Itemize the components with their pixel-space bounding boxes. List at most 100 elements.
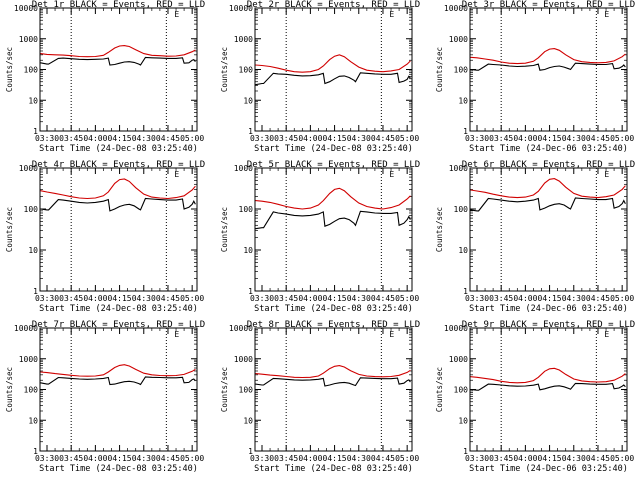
y-tick-label: 1 (33, 287, 38, 296)
annotation-e: E (174, 330, 179, 339)
plot-frame (39, 327, 198, 452)
x-tick-label: 03:45 (274, 454, 298, 463)
y-tick-label: 10 (243, 246, 253, 255)
y-tick-label: 10 (458, 246, 468, 255)
y-tick-label: 1 (33, 127, 38, 136)
x-axis-label: Start Time (24-Dec-08 03:25:40) (254, 144, 413, 154)
x-tick-label: 04:30 (562, 134, 586, 143)
x-tick-label: 05:00 (395, 454, 419, 463)
y-tick-label: 10 (28, 416, 38, 425)
x-tick-label: 03:45 (274, 134, 298, 143)
lld-series-line (255, 54, 411, 73)
x-tick-label: 04:30 (132, 454, 156, 463)
y-tick-label: 10000 (229, 4, 253, 13)
x-tick-label: 04:00 (83, 294, 107, 303)
y-tick-label: 1000 (19, 35, 38, 44)
x-axis-label: Start Time (24-Dec-08 03:25:40) (39, 144, 198, 154)
y-tick-label: 1 (463, 127, 468, 136)
x-tick-label: 03:30 (465, 134, 489, 143)
x-axis-label: Start Time (24-Dec-08 03:25:40) (39, 464, 198, 474)
panel-det-2: Det 2r BLACK = Events, RED = LLD Counts/s… (220, 0, 420, 154)
x-tick-label: 04:30 (347, 294, 371, 303)
x-tick-label: 05:00 (395, 294, 419, 303)
y-axis-label: Counts/sec (5, 47, 14, 92)
y-axis-label: Counts/sec (220, 47, 229, 92)
x-axis-label: Start Time (24-Dec-08 03:25:40) (254, 304, 413, 314)
x-tick-label: 03:30 (250, 294, 274, 303)
x-tick-label: 04:15 (323, 134, 347, 143)
x-tick-label: 05:00 (610, 134, 634, 143)
panel-det-9: Det 9r BLACK = Events, RED = LLD Counts/s… (435, 320, 635, 474)
y-tick-label: 100 (239, 205, 254, 214)
x-tick-label: 03:30 (465, 454, 489, 463)
y-tick-label: 1000 (19, 164, 38, 173)
panel-title: Det 9r BLACK = Events, RED = LLD (462, 320, 635, 330)
x-tick-label: 04:15 (323, 454, 347, 463)
x-tick-label: 05:00 (610, 294, 634, 303)
plot-frame (254, 7, 413, 132)
x-tick-label: 04:45 (586, 454, 610, 463)
x-tick-label: 04:45 (371, 294, 395, 303)
y-tick-label: 1000 (234, 164, 253, 173)
panel-det-3: Det 3r BLACK = Events, RED = LLD Counts/s… (435, 0, 635, 154)
y-tick-label: 1000 (449, 355, 468, 364)
panel-title: Det 2r BLACK = Events, RED = LLD (247, 0, 420, 10)
x-tick-label: 04:00 (513, 134, 537, 143)
y-tick-label: 100 (239, 386, 254, 395)
y-tick-label: 1 (463, 447, 468, 456)
x-tick-label: 04:15 (538, 454, 562, 463)
x-tick-label: 04:45 (586, 134, 610, 143)
y-tick-label: 10000 (444, 4, 468, 13)
lld-series-line (470, 178, 626, 199)
x-tick-label: 04:45 (156, 294, 180, 303)
panel-title: Det 4r BLACK = Events, RED = LLD (32, 160, 205, 170)
x-tick-label: 04:45 (371, 454, 395, 463)
y-tick-label: 10000 (14, 4, 38, 13)
x-tick-label: 05:00 (180, 294, 204, 303)
x-tick-label: 03:30 (465, 294, 489, 303)
y-tick-label: 1000 (234, 355, 253, 364)
y-tick-label: 10 (243, 416, 253, 425)
x-tick-label: 04:30 (347, 134, 371, 143)
x-tick-label: 03:45 (489, 294, 513, 303)
annotation-e: E (389, 330, 394, 339)
y-tick-label: 100 (24, 66, 39, 75)
x-tick-label: 03:30 (35, 454, 59, 463)
annotation-e: E (389, 170, 394, 179)
y-axis-label: Counts/sec (435, 47, 444, 92)
annotation-e: E (174, 170, 179, 179)
plot-frame (254, 167, 413, 292)
events-series-line (470, 382, 626, 391)
x-tick-label: 04:00 (83, 134, 107, 143)
y-axis-label: Counts/sec (435, 207, 444, 252)
y-tick-label: 1000 (449, 164, 468, 173)
x-tick-label: 04:45 (371, 134, 395, 143)
lld-series-line (470, 367, 626, 384)
y-tick-label: 10 (458, 96, 468, 105)
x-tick-label: 04:15 (538, 134, 562, 143)
x-tick-label: 04:30 (347, 454, 371, 463)
x-tick-label: 04:45 (586, 294, 610, 303)
y-tick-label: 10 (28, 96, 38, 105)
x-tick-label: 04:15 (108, 454, 132, 463)
events-series-line (255, 377, 411, 387)
x-tick-label: 04:00 (298, 294, 322, 303)
y-tick-label: 10000 (14, 324, 38, 333)
y-tick-label: 1000 (19, 355, 38, 364)
x-axis-label: Start Time (24-Dec-06 03:25:40) (469, 304, 628, 314)
lld-series-line (40, 178, 196, 200)
panel-det-5: Det 5r BLACK = Events, RED = LLD Counts/s… (220, 160, 420, 314)
x-tick-label: 03:30 (35, 134, 59, 143)
y-tick-label: 1 (248, 287, 253, 296)
y-axis-label: Counts/sec (220, 207, 229, 252)
annotation-e: E (389, 10, 394, 19)
annotation-e: E (604, 330, 609, 339)
x-tick-label: 04:15 (108, 134, 132, 143)
lld-series-line (470, 48, 626, 65)
panel-title: Det 5r BLACK = Events, RED = LLD (247, 160, 420, 170)
y-tick-label: 10 (28, 246, 38, 255)
x-tick-label: 04:15 (323, 294, 347, 303)
x-tick-label: 04:30 (132, 294, 156, 303)
y-tick-label: 100 (239, 66, 254, 75)
plot-frame (39, 167, 198, 292)
